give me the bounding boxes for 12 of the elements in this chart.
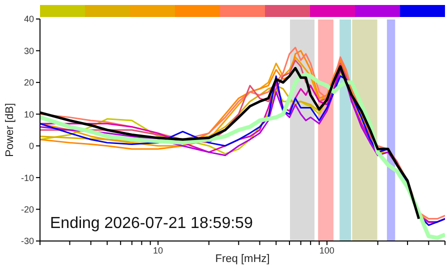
y-tick-label: 10 bbox=[24, 109, 34, 120]
y-tick-label: -30 bbox=[20, 236, 34, 246]
y-tick-label: 0 bbox=[28, 141, 34, 152]
x-axis-title: Freq [mHz] bbox=[215, 253, 270, 265]
y-tick-label: -20 bbox=[20, 204, 34, 214]
x-tick-label: 100 bbox=[319, 245, 334, 256]
y-tick-label: 40 bbox=[24, 14, 34, 24]
annotation: Ending 2026-07-21 18:59:59 bbox=[50, 215, 253, 233]
y-axis-title: Power [dB] bbox=[4, 103, 16, 157]
y-tick-label: 20 bbox=[24, 78, 34, 88]
y-tick-label: 30 bbox=[24, 46, 34, 56]
y-tick-label: -10 bbox=[20, 172, 34, 183]
